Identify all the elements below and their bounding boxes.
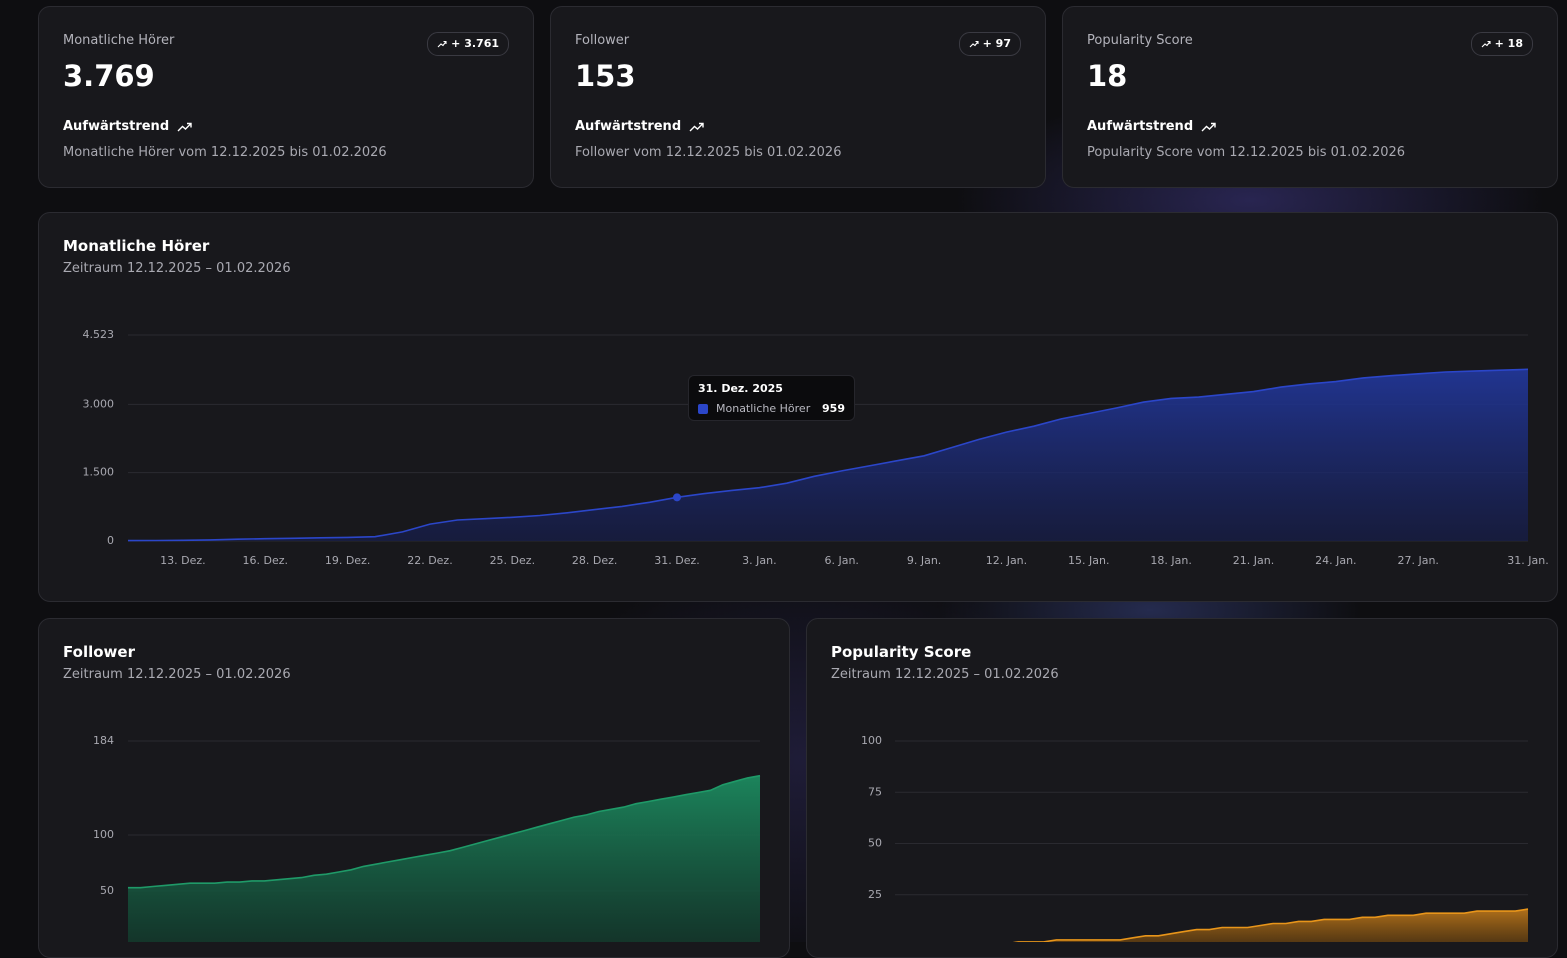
trend-icon [177,122,192,131]
y-tick-label: 25 [868,888,882,901]
x-tick-label: 31. Dez. [654,554,700,567]
x-tick-label: 18. Jan. [1150,554,1191,567]
tooltip-title: 31. Dez. 2025 [698,382,783,395]
badge-icon [969,40,979,48]
badge-text: + 18 [1494,37,1523,50]
line [128,774,761,889]
x-tick-label: 28. Dez. [572,554,618,567]
x-tick-label: 31. Jan. [1507,554,1548,567]
y-tick-label: 0 [107,534,114,547]
x-tick-label: 25. Dez. [490,554,536,567]
x-tick-label: 6. Jan. [824,554,858,567]
x-tick-label: 12. Jan. [986,554,1027,567]
hover-point [673,493,682,502]
chart-subtitle: Zeitraum 12.12.2025 – 01.02.2026 [63,667,291,682]
line [1012,908,1529,942]
badge-text: + 3.761 [451,37,499,50]
chart-card: Popularity Score Zeitraum 12.12.2025 – 0… [806,618,1558,958]
stat-label: Follower [575,33,630,48]
y-tick-label: 100 [861,734,882,747]
line [127,368,1529,542]
badge-icon [1481,40,1491,48]
trend-text: Aufwärtstrend [1087,119,1194,134]
area [128,369,1528,541]
y-tick-label: 50 [868,837,882,850]
area [1017,909,1528,942]
tooltip-series: Monatliche Hörer [716,402,811,415]
y-tick-label: 3.000 [83,397,115,410]
chart-subtitle: Zeitraum 12.12.2025 – 01.02.2026 [63,261,291,276]
x-tick-label: 13. Dez. [160,554,206,567]
stat-value: 153 [575,59,636,93]
x-tick-label: 22. Dez. [407,554,453,567]
badge-text: + 97 [982,37,1011,50]
tooltip-swatch [698,404,708,414]
stat-card: Monatliche Hörer 3.769 + 3.761 Aufwärtst… [38,6,534,188]
y-tick-label: 100 [93,828,114,841]
y-tick-label: 50 [100,884,114,897]
stat-card: Popularity Score 18 + 18 Aufwärtstrend P… [1062,6,1558,188]
stat-card: Follower 153 + 97 Aufwärtstrend Follower… [550,6,1046,188]
trend-text: Aufwärtstrend [575,119,682,134]
x-tick-label: 19. Dez. [325,554,371,567]
stat-label: Monatliche Hörer [63,33,175,48]
y-tick-label: 1.500 [83,466,115,479]
trend: Aufwärtstrend [1087,119,1216,134]
trend-text: Aufwärtstrend [63,119,170,134]
stat-description: Monatliche Hörer vom 12.12.2025 bis 01.0… [63,145,387,160]
trend: Aufwärtstrend [63,119,192,134]
x-tick-label: 21. Jan. [1233,554,1274,567]
badge-icon [437,40,447,48]
chart-title: Follower [63,643,135,661]
trend-icon [689,122,704,131]
stat-badge: + 97 [958,32,1021,56]
area [128,775,760,942]
chart-subtitle: Zeitraum 12.12.2025 – 01.02.2026 [831,667,1059,682]
x-tick-label: 9. Jan. [907,554,941,567]
x-tick-label: 27. Jan. [1397,554,1438,567]
stat-label: Popularity Score [1087,33,1193,48]
trend: Aufwärtstrend [575,119,704,134]
trend-icon [1201,122,1216,131]
stat-value: 3.769 [63,59,155,93]
chart-title: Popularity Score [831,643,972,661]
tooltip-value: 959 [822,402,845,415]
y-tick-label: 4.523 [83,328,115,341]
x-tick-label: 24. Jan. [1315,554,1356,567]
chart-title: Monatliche Hörer [63,237,210,255]
stat-badge: + 3.761 [427,32,509,56]
y-tick-label: 184 [93,734,114,747]
tooltip: 31. Dez. 2025 Monatliche Hörer 959 [688,375,855,421]
stat-description: Follower vom 12.12.2025 bis 01.02.2026 [575,145,842,160]
x-tick-label: 3. Jan. [742,554,776,567]
stat-value: 18 [1087,59,1128,93]
y-tick-label: 75 [868,785,882,798]
x-tick-label: 15. Jan. [1068,554,1109,567]
x-tick-label: 16. Dez. [243,554,289,567]
stat-badge: + 18 [1470,32,1533,56]
stat-description: Popularity Score vom 12.12.2025 bis 01.0… [1087,145,1406,160]
